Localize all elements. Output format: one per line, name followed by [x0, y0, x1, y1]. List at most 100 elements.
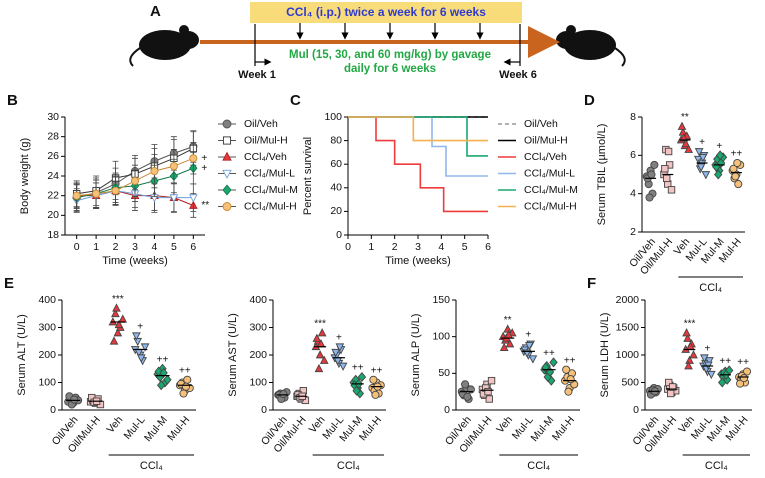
x-tick-label: 5 [171, 241, 177, 253]
y-tick-label: 500 [621, 376, 639, 388]
x-axis-title: Time (weeks) [102, 255, 168, 267]
y-tick-label: 50 [438, 367, 450, 379]
x-axis-title: Time (weeks) [385, 255, 451, 267]
point [485, 395, 493, 403]
x-tick-label: 1 [368, 241, 374, 253]
y-tick-label: 100 [324, 111, 342, 123]
point [701, 171, 711, 180]
survival-curve [348, 116, 488, 142]
point [461, 380, 470, 389]
x-tick-label: 2 [392, 241, 398, 253]
significance: + [137, 321, 143, 332]
legend-label: Oil/Mul-H [524, 134, 568, 146]
panel-label: B [7, 92, 18, 109]
week-label: Week 1 [238, 69, 276, 81]
x-tick-label: 3 [132, 241, 138, 253]
significance: ++ [543, 348, 555, 359]
x-tick-label: 4 [152, 241, 158, 253]
point [564, 387, 573, 396]
legend-label: CCl₄/Veh [244, 151, 287, 163]
point [140, 343, 150, 352]
point [739, 374, 749, 383]
y-tick-label: 80 [330, 134, 342, 146]
point [647, 170, 656, 179]
significance: ** [504, 315, 512, 326]
significance: + [201, 153, 207, 164]
x-tick-label: 5 [462, 241, 468, 253]
schematic: A CCl₄ (i.p.) twice a week for 6 weeks M… [129, 2, 626, 81]
point [70, 395, 79, 404]
significance: ++ [352, 363, 364, 374]
significance: ** [681, 112, 689, 123]
y-tick-label: 4 [630, 187, 636, 199]
point [111, 186, 120, 195]
y-tick-label: 150 [432, 294, 450, 306]
x-tick-label: Mul-M [142, 414, 170, 444]
point [566, 375, 575, 384]
legend-label: Oil/Veh [524, 118, 558, 130]
point [150, 167, 159, 176]
point [279, 389, 288, 399]
survival-curve [348, 116, 488, 213]
legend-label: CCl₄/Mul-M [244, 184, 298, 196]
significance: *** [314, 319, 326, 330]
point [664, 147, 673, 156]
x-tick-label: 4 [438, 241, 444, 253]
legend-label: CCl₄/Mul-H [244, 200, 297, 212]
y-tick-label: 400 [249, 294, 267, 306]
point [499, 342, 509, 351]
significance: ++ [719, 356, 731, 367]
y-tick-label: 1000 [616, 349, 640, 361]
x-tick-label: Mul-M [528, 414, 556, 444]
point [706, 370, 716, 380]
y-tick-label: 0 [444, 404, 450, 416]
significance: + [716, 141, 722, 152]
y-tick-label: 26 [47, 150, 59, 162]
gavage-text: daily for 6 weeks [344, 63, 436, 75]
point [696, 163, 706, 172]
point [705, 357, 714, 366]
legend-marker [222, 169, 232, 179]
point [484, 387, 492, 396]
point [661, 165, 669, 173]
y-axis-title: Serum ALP (U/L) [410, 314, 422, 397]
point [463, 392, 472, 401]
y-axis-title: Serum LDH (U/L) [599, 313, 611, 398]
y-tick-label: 100 [432, 330, 450, 342]
y-tick-label: 22 [47, 189, 59, 201]
panel: C 0 20 40 60 80 100 Percent survival 0 1 2 3 4 5 6 Time… [290, 92, 578, 267]
point [312, 333, 322, 342]
point [317, 328, 327, 337]
y-axis-title: Serum ALT (U/L) [16, 314, 28, 396]
point [487, 376, 496, 385]
point [742, 367, 752, 376]
y-tick-label: 28 [47, 130, 59, 142]
point [331, 348, 341, 358]
point [645, 193, 654, 202]
point [689, 350, 698, 359]
panel-label: C [290, 92, 301, 109]
panel-label: F [587, 275, 596, 292]
point [92, 189, 101, 198]
point [684, 361, 693, 370]
point [683, 333, 692, 342]
y-axis-title: Serum AST (U/L) [227, 313, 239, 397]
group-label: CCl₄ [705, 460, 728, 472]
legend-label: Oil/Mul-H [244, 134, 288, 146]
legend-marker [222, 184, 232, 196]
group-label: CCl₄ [140, 460, 163, 472]
point [677, 121, 687, 130]
point [650, 160, 659, 169]
point [666, 389, 675, 398]
point [335, 343, 345, 352]
point [72, 191, 81, 200]
point [314, 363, 324, 373]
point [667, 186, 676, 194]
y-tick-label: 100 [38, 376, 56, 388]
point [681, 138, 691, 148]
significance: ++ [157, 354, 169, 365]
